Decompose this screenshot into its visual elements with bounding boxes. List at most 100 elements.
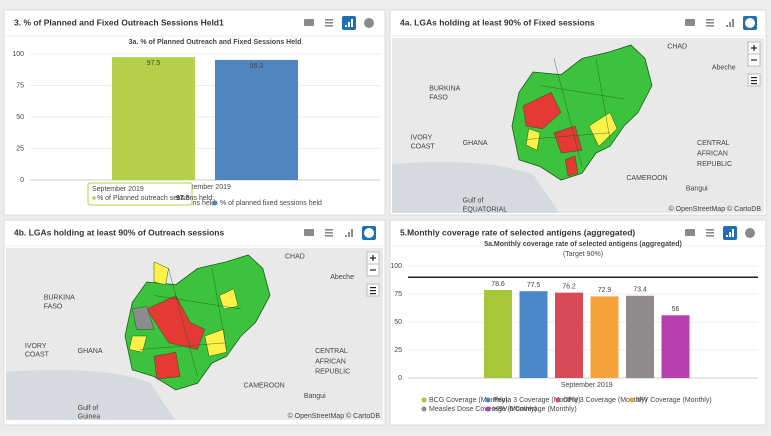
icon-shape [348,22,350,27]
tooltip-label: % of Planned outreach sessions held: [97,195,214,202]
map-label: GHANA [78,348,103,355]
icon-shape [726,235,728,237]
map-label: REPUBLIC [697,161,732,168]
legend-marker [555,397,561,403]
icon-shape [726,25,728,27]
map-label: Abeche [712,65,736,72]
icon-shape [706,19,714,21]
bar-value-label: 97.5 [147,60,161,67]
map-label: BURKINA [429,86,460,93]
icon-shape [732,229,734,237]
icon-shape [745,18,755,28]
icon-shape [325,235,333,237]
icon-shape [706,25,714,27]
y-tick-label: 0 [398,375,402,382]
icon-shape [325,229,333,231]
y-tick-label: 25 [394,347,402,354]
panel-title: 5.Monthly coverage rate of selected anti… [400,227,635,237]
lga-region [218,288,239,310]
map-label: Gulf of [463,198,484,205]
legend-toggle-icon [751,80,757,82]
lga-border [525,132,611,140]
legend-label: Penta 3 Coverage (Monthly) [493,397,581,404]
icon-shape [325,19,333,21]
lga-border [553,58,583,167]
y-tick-label: 75 [394,291,402,298]
map-attribution: © OpenStreetMap © CartoDB [669,205,762,213]
icon-shape [706,22,714,24]
map-label: CHAD [667,44,687,51]
tooltip: September 2019 % of Planned outreach sess… [87,182,214,206]
lga-border [153,295,242,310]
map-attribution: © OpenStreetMap © CartoDB [288,412,381,420]
legend-label: OPV 3 Coverage (Monthly) [563,397,647,404]
bar [112,57,195,180]
bar [519,291,548,378]
bar [590,296,619,378]
bar [215,59,298,181]
legend-marker [629,397,635,403]
lga-border [539,85,625,100]
icon-shape [351,229,353,237]
icon-shape [345,25,347,27]
bar [555,292,583,378]
lga-border [139,342,227,350]
y-tick-label: 25 [16,145,24,152]
icon-shape [364,18,374,28]
y-tick-label: 50 [16,114,24,121]
map-label: IVORY [411,135,433,142]
map-label: AFRICAN [697,150,728,157]
y-tick-label: 100 [390,263,402,270]
legend-toggle-icon [751,77,757,79]
tooltip-title: September 2019 [92,186,144,193]
bar-value-label: 72.9 [598,287,612,294]
map-label: COAST [25,351,50,358]
map-label: CHAD [285,253,305,260]
icon-shape [685,229,695,236]
map-label: BURKINA [44,295,75,302]
panel-title: 4a. LGAs holding at least 90% of Fixed s… [400,17,595,27]
y-tick-label: 0 [20,177,24,184]
map-label: Gulf of [78,405,99,412]
icon-shape [729,232,731,237]
map-label: FASO [429,94,448,101]
map-label: GHANA [463,140,488,147]
icon-shape [345,235,347,237]
y-tick-label: 75 [16,82,24,89]
chart-title: 5a.Monthly coverage rate of selected ant… [484,241,682,248]
bar [484,289,512,378]
legend-marker [421,406,427,412]
bar-value-label: 73.4 [633,287,647,294]
icon-shape [325,25,333,27]
legend-label: Measles Dose Coverage (Monthly) [429,406,537,413]
tooltip-value: 97.5 [176,195,190,202]
map-label: Guinea [78,413,101,420]
map-label: CAMEROON [244,382,285,389]
zoom-in-icon [751,45,757,51]
legend-marker [485,397,491,403]
map-label: Bangui [686,185,708,192]
bar-value-label: 95.3 [250,63,264,70]
lga-region [564,155,579,177]
icon-shape [706,229,714,231]
map-label: REPUBLIC [315,369,350,376]
legend-toggle-icon [370,293,376,295]
map-label: CENTRAL [315,348,348,355]
icon-shape [351,19,353,27]
bar [661,315,690,378]
bar-value-label: 76.2 [562,283,576,290]
map-label: AFRICAN [315,358,346,365]
legend-marker [421,397,427,403]
tooltip-marker [92,196,96,200]
country-shape [511,44,653,181]
map-ocean [392,162,560,213]
legend-marker [485,406,491,412]
x-tick-label: September 2019 [561,382,613,389]
lga-border [595,58,611,140]
lga-region [522,91,562,129]
legend-label: IPV Coverage (Monthly) [637,397,712,404]
icon-shape [325,232,333,234]
lga-region [588,112,618,147]
map-label: CAMEROON [626,175,667,182]
lga-region [129,335,148,353]
